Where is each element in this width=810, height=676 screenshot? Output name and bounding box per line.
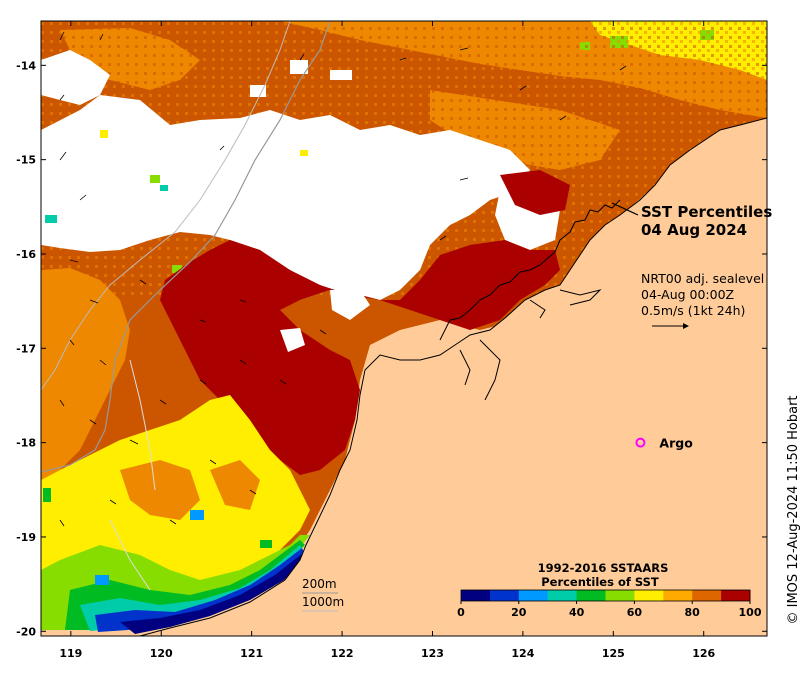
colorbar-subtitle: Percentiles of SST xyxy=(541,575,659,589)
argo-label: Argo xyxy=(659,436,693,451)
cloud-patch xyxy=(330,70,352,80)
map-date: 04 Aug 2024 xyxy=(641,221,747,239)
sst-speck xyxy=(100,130,108,138)
colorbar-swatch xyxy=(634,590,664,601)
sst-speck xyxy=(190,510,204,520)
sst-speck xyxy=(150,175,160,183)
x-tick-label: 122 xyxy=(331,647,354,660)
map-frame xyxy=(40,20,768,637)
cloud-mask-upper-left xyxy=(41,50,110,105)
credit-container: © IMOS 12-Aug-2024 11:50 Hobart xyxy=(781,20,805,640)
colorbar-tick-label: 80 xyxy=(685,606,701,619)
title-pointer xyxy=(611,202,639,216)
colorbar-swatch xyxy=(576,590,606,601)
x-tick-label: 121 xyxy=(240,647,263,660)
sst-speck xyxy=(300,150,308,156)
x-tick-label: 119 xyxy=(59,647,82,660)
colorbar-tick-label: 100 xyxy=(739,606,762,619)
colorbar-tick-label: 40 xyxy=(569,606,585,619)
bathymetry-200m xyxy=(41,21,331,473)
sst-coastal-blue xyxy=(95,548,304,632)
cloud-patch xyxy=(250,85,266,97)
sst-high-percentile-ne xyxy=(500,170,570,215)
colorbar-swatch xyxy=(461,590,491,601)
colorbar-swatch xyxy=(518,590,549,601)
land-mainland xyxy=(139,117,767,636)
colorbar-title: 1992-2016 SSTAARS xyxy=(538,561,669,575)
imos-credit: © IMOS 12-Aug-2024 11:50 Hobart xyxy=(786,395,801,624)
colorbar-tick-label: 20 xyxy=(511,606,527,619)
cloud-mask-main xyxy=(41,95,530,300)
y-axis-tick-labels: -14 -15 -16 -17 -18 -19 -20 xyxy=(16,59,36,638)
colorbar xyxy=(460,589,751,602)
contour-label-1000m: 1000m xyxy=(302,595,344,609)
colorbar-swatch xyxy=(663,590,693,601)
sst-speck xyxy=(172,265,182,273)
contour-label-200m: 200m xyxy=(302,577,337,591)
cloud-patch xyxy=(330,290,370,320)
x-tick-label: 120 xyxy=(150,647,173,660)
cloud-patch xyxy=(280,328,305,352)
x-tick-label: 123 xyxy=(421,647,444,660)
coastline-islands xyxy=(439,199,621,401)
sst-speck xyxy=(45,215,57,223)
bathymetry-shelf xyxy=(109,359,156,591)
y-tick-label: -19 xyxy=(16,531,36,544)
x-tick-label: 124 xyxy=(511,647,534,660)
colorbar-tick-label: 0 xyxy=(457,606,465,619)
sst-coastal-orange-swirls xyxy=(210,460,260,510)
sst-speck xyxy=(260,540,272,548)
x-tick-label: 126 xyxy=(692,647,715,660)
colorbar-tick-labels: 0 20 40 60 80 100 xyxy=(457,601,762,619)
current-source-label: NRT00 adj. sealevel xyxy=(641,271,764,286)
colorbar-swatch xyxy=(547,590,578,601)
cloud-patch xyxy=(290,60,308,74)
colorbar-swatch xyxy=(605,590,635,601)
sst-speck xyxy=(160,185,168,191)
colorbar-swatch xyxy=(721,590,751,601)
y-tick-label: -20 xyxy=(16,625,36,638)
colorbar-tick-label: 60 xyxy=(627,606,643,619)
axis-ticks xyxy=(41,21,767,636)
y-tick-label: -14 xyxy=(16,59,36,72)
y-tick-label: -17 xyxy=(16,342,36,355)
y-tick-label: -15 xyxy=(16,154,36,167)
colorbar-frame xyxy=(460,589,751,602)
coastline-islands xyxy=(529,289,602,319)
x-tick-label: 125 xyxy=(602,647,625,660)
current-time-label: 04-Aug 00:00Z xyxy=(641,287,734,302)
sst-coastal-navy xyxy=(120,553,306,634)
colorbar-swatch xyxy=(489,590,520,601)
y-tick-label: -16 xyxy=(16,248,36,261)
x-axis-tick-labels: 119 120 121 122 123 124 125 126 xyxy=(59,647,715,660)
sst-high-percentile xyxy=(160,240,560,475)
colorbar-swatch xyxy=(692,590,722,601)
current-scale-label: 0.5m/s (1kt 24h) xyxy=(641,303,745,318)
map-title: SST Percentiles xyxy=(641,203,772,221)
y-tick-label: -18 xyxy=(16,437,36,450)
sst-speck xyxy=(43,488,51,502)
sst-coastal-teal xyxy=(80,545,303,631)
current-vectors xyxy=(59,31,627,527)
sst-coastal-orange-swirls xyxy=(120,460,200,520)
sst-west-shelf xyxy=(41,268,130,480)
sst-speck xyxy=(95,575,109,585)
argo-float-marker[interactable] xyxy=(635,437,646,448)
